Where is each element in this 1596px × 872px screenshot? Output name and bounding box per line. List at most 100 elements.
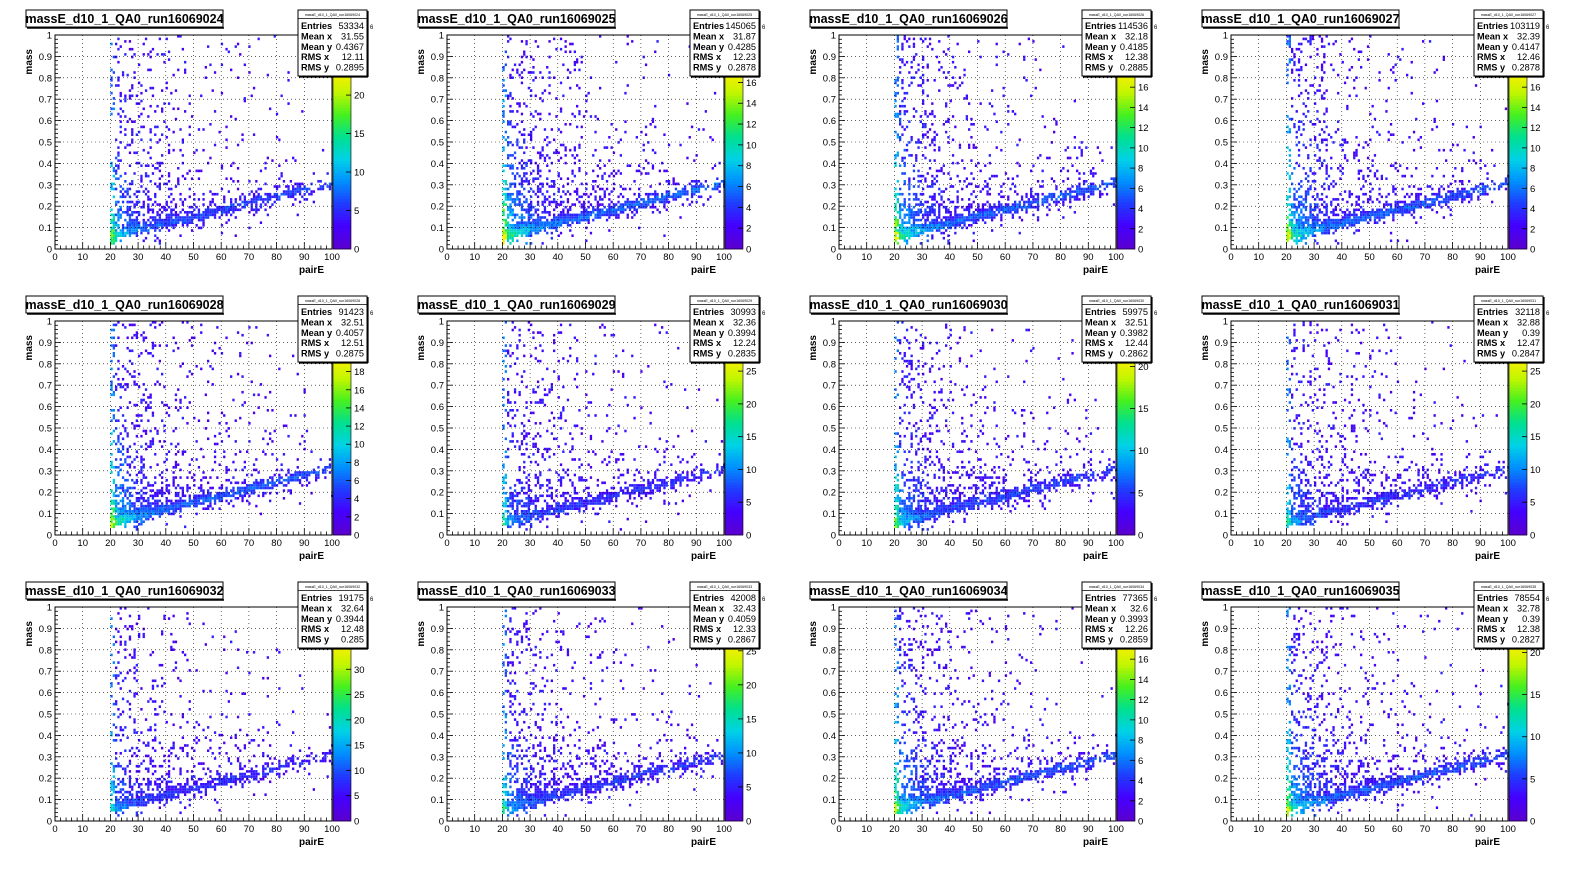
heat-cell [1025,211,1028,214]
heat-cell [905,40,909,43]
color-scale-step [1117,201,1135,206]
heat-cell [1080,154,1083,157]
heat-cell [530,231,533,235]
heat-cell [317,187,320,191]
heat-cell [124,99,127,103]
heat-cell [1408,205,1411,209]
heat-cell [156,213,159,217]
heat-cell [681,187,684,191]
heat-cell [608,136,611,139]
heat-cell [922,102,925,105]
heat-cell [174,211,178,214]
heat-cell [1394,203,1397,206]
heat-cell [213,192,217,196]
heat-cell [899,136,902,139]
heat-cell [908,234,911,237]
heat-cell [117,76,120,79]
heat-cell [119,213,122,217]
heat-cell [1036,198,1040,201]
heat-cell [133,76,136,79]
x-tick-label: 90 [1083,252,1094,263]
heat-cell [919,242,922,245]
heat-cell [569,42,572,46]
heat-cell [894,218,897,222]
heat-cell [988,216,991,219]
heat-cell [156,236,159,240]
heat-cell [569,218,572,222]
heat-cell [115,213,118,217]
heat-cell [1288,60,1291,64]
heat-cell [511,192,514,196]
heat-cell [553,151,556,155]
heat-cell [587,205,590,209]
heat-cell [525,224,528,227]
heat-cell [324,182,327,186]
color-scale-step [333,163,351,167]
heat-cell [1307,192,1310,196]
heat-cell [1387,53,1390,56]
heat-cell [1327,216,1331,219]
heat-cell [174,205,178,209]
heat-cell [656,195,659,199]
heat-cell [1053,200,1056,204]
heat-cell [1041,185,1044,188]
heat-cell [502,112,505,116]
heat-cell [1062,203,1065,206]
heat-cell [578,200,581,204]
heat-cell [213,211,217,214]
heat-cell [142,53,145,56]
heat-cell [562,211,565,214]
heat-cell [550,231,553,235]
heat-cell [626,84,629,87]
heat-cell [903,97,906,100]
color-scale-step [333,222,351,226]
heat-cell [1062,45,1065,48]
heat-cell [1078,192,1081,196]
heat-cell [1297,120,1301,123]
heat-cell [1353,156,1356,160]
heat-cell [321,187,325,191]
heat-cell [158,177,161,180]
color-scale-step [1117,157,1135,161]
heat-cell [949,226,952,230]
heat-cell [603,211,606,214]
heat-cell [112,213,115,217]
heat-cell [1330,167,1333,170]
heat-cell [520,226,524,230]
heat-cell [1291,50,1294,54]
heat-cell [1295,190,1298,193]
heat-cell [1002,50,1005,54]
color-scale-step [1117,80,1135,85]
color-scale-step [725,225,743,229]
heat-cell [938,224,941,227]
heat-cell [1479,159,1482,162]
heat-cell [177,213,180,217]
heat-cell [548,169,551,173]
y-tick-label: 0.6 [1215,116,1228,127]
heat-cell [1419,200,1422,204]
heat-cell [128,221,132,224]
heat-cell [1293,224,1296,227]
color-scale-step [725,80,743,85]
color-scale-step [333,107,351,111]
color-scale-label: 5 [354,206,359,217]
heat-cell [991,208,994,212]
heat-cell [899,236,902,240]
heat-cell [651,203,655,206]
heat-cell [167,187,171,191]
heat-cell [1293,123,1296,126]
color-scale-step [725,198,743,203]
heat-cell [1288,218,1291,222]
heat-cell [303,187,306,191]
heat-cell [1442,198,1445,201]
heat-cell [539,190,542,193]
heat-cell [1479,167,1482,170]
heat-cell [924,112,927,116]
heat-cell [928,205,932,209]
heat-cell [264,161,267,165]
color-scale-step [725,207,743,212]
heat-cell [147,164,150,167]
heat-cell [530,200,533,204]
heat-cell [612,174,616,178]
